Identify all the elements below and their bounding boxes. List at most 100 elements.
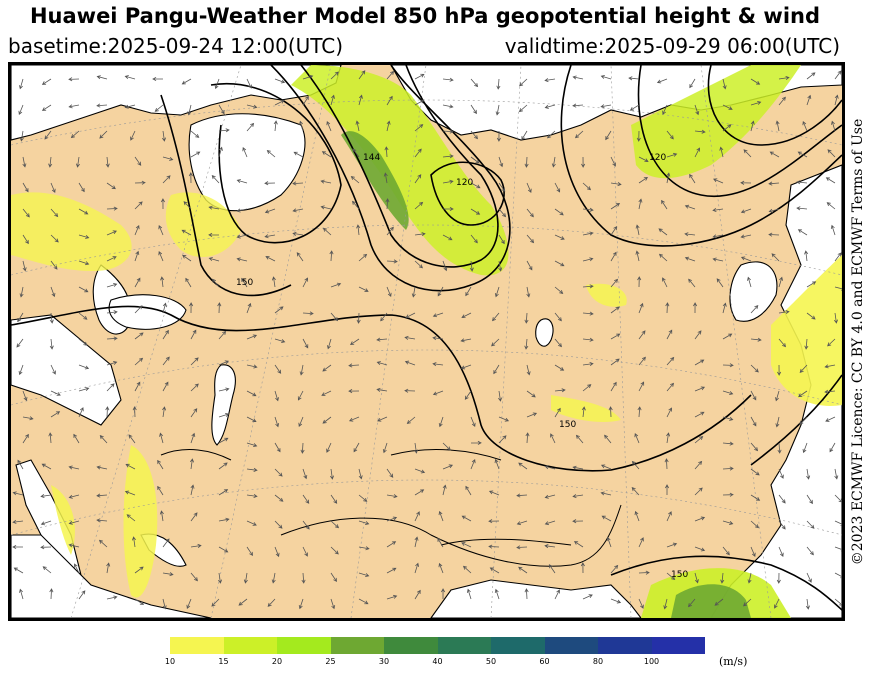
wind-arrow	[386, 259, 398, 264]
wind-arrow	[582, 284, 594, 289]
wind-arrow	[432, 336, 444, 341]
wind-arrow	[273, 120, 278, 132]
wind-arrow	[356, 312, 361, 324]
wind-arrow	[834, 70, 842, 80]
colorbar-tick-label: 50	[485, 657, 497, 666]
wind-arrow	[575, 434, 584, 444]
wind-arrow	[358, 286, 369, 292]
wind-arrow	[246, 302, 252, 314]
wind-arrow	[50, 182, 56, 194]
colorbar-swatch	[491, 637, 545, 654]
wind-arrow	[246, 334, 258, 340]
wind-arrow	[662, 104, 668, 115]
wind-arrow	[22, 234, 29, 245]
wind-arrow	[190, 484, 195, 496]
wind-arrow	[722, 441, 734, 446]
wind-arrow	[740, 180, 752, 185]
wind-arrow	[189, 458, 195, 470]
wind-arrow	[544, 465, 556, 470]
bay-of-bengal	[430, 579, 642, 618]
wind-arrow	[42, 566, 52, 574]
wind-arrow	[470, 182, 481, 189]
wind-arrow	[414, 174, 422, 184]
wind-arrow	[49, 338, 54, 350]
wind-arrow	[293, 151, 304, 158]
wind-arrow	[722, 302, 727, 314]
wind-arrow	[190, 151, 201, 158]
wind-arrow	[712, 257, 724, 262]
wind-arrow	[554, 208, 564, 216]
wind-arrow	[722, 124, 732, 132]
wind-arrow	[722, 363, 734, 368]
wind-arrow	[712, 234, 724, 239]
wind-arrow	[124, 490, 136, 496]
wind-arrow	[68, 520, 80, 525]
wind-arrow	[544, 494, 556, 499]
wind-arrow	[526, 182, 532, 193]
wind-arrow	[414, 589, 421, 600]
wind-arrow	[776, 572, 781, 584]
wind-arrow	[799, 416, 808, 425]
colorbar-swatch	[223, 637, 277, 654]
wind-arrow	[437, 537, 444, 548]
wind-arrow	[610, 156, 616, 167]
wind-arrow	[802, 442, 808, 454]
wind-arrow	[461, 542, 472, 548]
wind-arrow	[747, 572, 752, 584]
wind-arrow	[190, 130, 200, 138]
wind-arrow	[470, 208, 481, 215]
contour-label-group: 144 120 120 150 150 150	[236, 153, 688, 580]
wind-arrow	[18, 104, 24, 116]
wind-arrow	[825, 416, 836, 422]
wind-arrow	[582, 594, 593, 600]
wind-arrow	[267, 598, 276, 607]
wind-arrow	[376, 361, 388, 366]
wind-arrow	[274, 416, 280, 428]
colorbar-swatch	[598, 637, 652, 654]
wind-arrow	[470, 156, 480, 164]
wind-arrow	[470, 234, 478, 244]
wind-arrow	[637, 406, 642, 418]
wind-shading	[11, 65, 842, 618]
wind-arrow	[330, 546, 339, 555]
wind-arrow	[827, 149, 836, 158]
wind-arrow	[106, 256, 117, 262]
wind-arrow	[488, 519, 500, 524]
wind-arrow	[134, 357, 144, 366]
wind-arrow	[438, 562, 444, 574]
wind-arrow	[610, 278, 619, 288]
wind-arrow	[437, 286, 444, 297]
wind-arrow	[50, 411, 61, 418]
wind-arrow	[218, 572, 223, 584]
wind-arrow	[498, 234, 505, 245]
wind-arrow	[631, 487, 640, 496]
wind-arrow	[78, 407, 84, 418]
wind-arrow	[694, 359, 705, 366]
wind-arrow	[554, 234, 565, 240]
wind-arrow	[638, 356, 646, 366]
wind-arrow	[750, 120, 755, 132]
wind-arrow	[438, 510, 444, 522]
wind-arrow	[600, 104, 612, 109]
wind-arrow	[106, 182, 116, 190]
wind-arrow	[601, 515, 612, 522]
wind-arrow	[778, 75, 790, 80]
wind-arrow	[582, 337, 594, 342]
colorbar-tick-label: 30	[378, 657, 390, 666]
wind-arrow	[694, 330, 702, 340]
barents-sea	[188, 113, 306, 212]
wind-arrow	[634, 510, 640, 522]
wind-arrow	[19, 286, 24, 298]
wind-arrow	[689, 173, 696, 184]
wind-arrow	[329, 468, 335, 480]
wind-arrow	[18, 364, 24, 376]
wind-arrow	[321, 151, 332, 158]
wind-arrow	[581, 406, 586, 418]
wind-arrow	[610, 203, 621, 210]
wind-arrow	[666, 130, 674, 140]
wind-arrow	[124, 75, 136, 80]
wind-arrow	[638, 330, 646, 340]
wind-arrow	[775, 416, 780, 428]
wind-arrow	[605, 130, 612, 141]
wind-arrow	[580, 562, 585, 574]
